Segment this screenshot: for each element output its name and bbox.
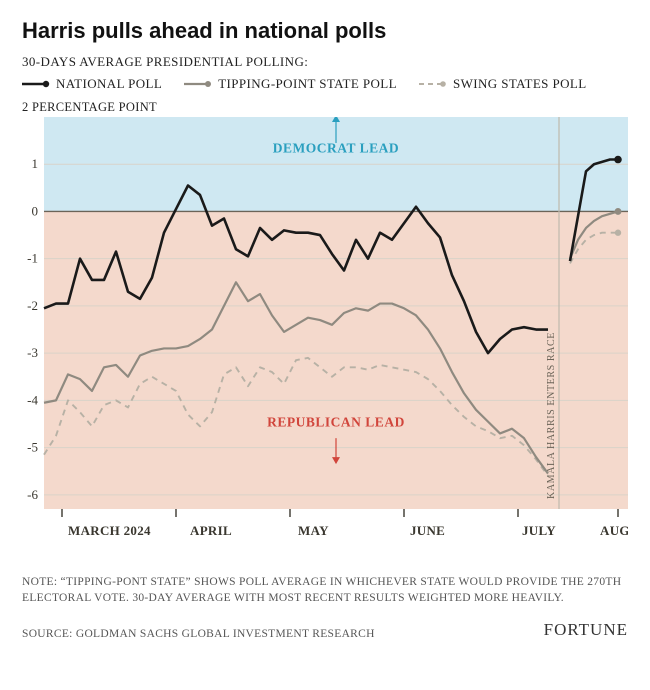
svg-text:JUNE: JUNE: [410, 523, 445, 538]
svg-text:0: 0: [32, 203, 39, 218]
svg-text:KAMALA HARRIS ENTERS RACE: KAMALA HARRIS ENTERS RACE: [546, 332, 557, 499]
svg-text:AUG.: AUG.: [600, 523, 628, 538]
svg-text:APRIL: APRIL: [190, 523, 232, 538]
brand-logo: FORTUNE: [544, 620, 628, 640]
legend-swing-label: SWING STATES POLL: [453, 76, 587, 92]
legend-tipping-label: TIPPING-POINT STATE POLL: [218, 76, 397, 92]
yaxis-title: 2 PERCENTAGE POINT: [22, 100, 628, 115]
svg-text:MAY: MAY: [298, 523, 329, 538]
svg-text:JULY: JULY: [522, 523, 556, 538]
svg-text:MARCH 2024: MARCH 2024: [68, 523, 151, 538]
legend-national: NATIONAL POLL: [22, 76, 162, 92]
chart-svg: 10-1-2-3-4-5-6KAMALA HARRIS ENTERS RACED…: [22, 117, 628, 557]
svg-text:-3: -3: [27, 345, 38, 360]
svg-text:-2: -2: [27, 298, 38, 313]
svg-text:-5: -5: [27, 440, 38, 455]
chart-title: Harris pulls ahead in national polls: [22, 18, 628, 44]
chart-area: 10-1-2-3-4-5-6KAMALA HARRIS ENTERS RACED…: [22, 117, 628, 557]
footnote: NOTE: “TIPPING-PONT STATE” SHOWS POLL AV…: [22, 575, 628, 606]
legend: NATIONAL POLL TIPPING-POINT STATE POLL S…: [22, 76, 628, 92]
svg-text:-6: -6: [27, 487, 38, 502]
svg-text:-1: -1: [27, 251, 38, 266]
legend-swing: SWING STATES POLL: [419, 76, 587, 92]
svg-text:1: 1: [32, 156, 39, 171]
chart-subtitle: 30-DAYS AVERAGE PRESIDENTIAL POLLING:: [22, 54, 628, 70]
legend-national-label: NATIONAL POLL: [56, 76, 162, 92]
svg-text:-4: -4: [27, 392, 38, 407]
legend-tipping: TIPPING-POINT STATE POLL: [184, 76, 397, 92]
svg-text:REPUBLICAN LEAD: REPUBLICAN LEAD: [267, 414, 405, 429]
source-line: SOURCE: GOLDMAN SACHS GLOBAL INVESTMENT …: [22, 628, 375, 640]
